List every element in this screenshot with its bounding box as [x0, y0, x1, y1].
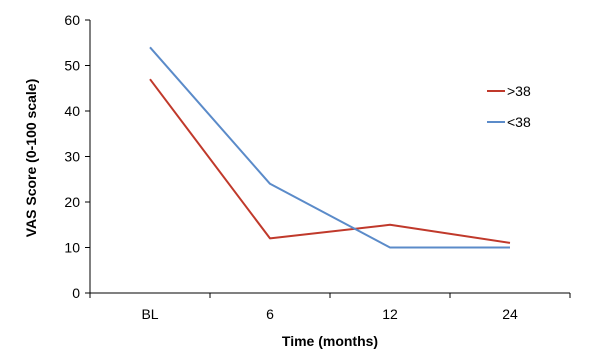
y-tick-label: 10	[64, 240, 80, 256]
x-axis: BL 6 12 24	[89, 292, 571, 322]
y-tick-label: 50	[64, 58, 80, 74]
series-layer	[149, 46, 511, 249]
legend-label-1: <38	[507, 114, 531, 130]
y-tick-label: 20	[64, 194, 80, 210]
legend-label-0: >38	[507, 83, 531, 99]
series-line-1	[149, 46, 510, 249]
y-axis-title: VAS Score (0-100 scale)	[23, 79, 39, 238]
y-axis: 0 10 20 30 40 50 60	[64, 12, 91, 301]
legend: >38 <38	[487, 83, 531, 130]
y-tick-label: 30	[64, 149, 80, 165]
x-tick-label: 12	[382, 306, 398, 322]
x-tick-label: 24	[502, 306, 518, 322]
y-tick-label: 60	[64, 12, 80, 28]
x-tick-label: 6	[266, 306, 274, 322]
y-tick-label: 0	[72, 285, 80, 301]
y-tick-label: 40	[64, 103, 80, 119]
series-line-0	[149, 78, 511, 244]
x-axis-title: Time (months)	[282, 333, 378, 349]
x-tick-label: BL	[141, 306, 158, 322]
